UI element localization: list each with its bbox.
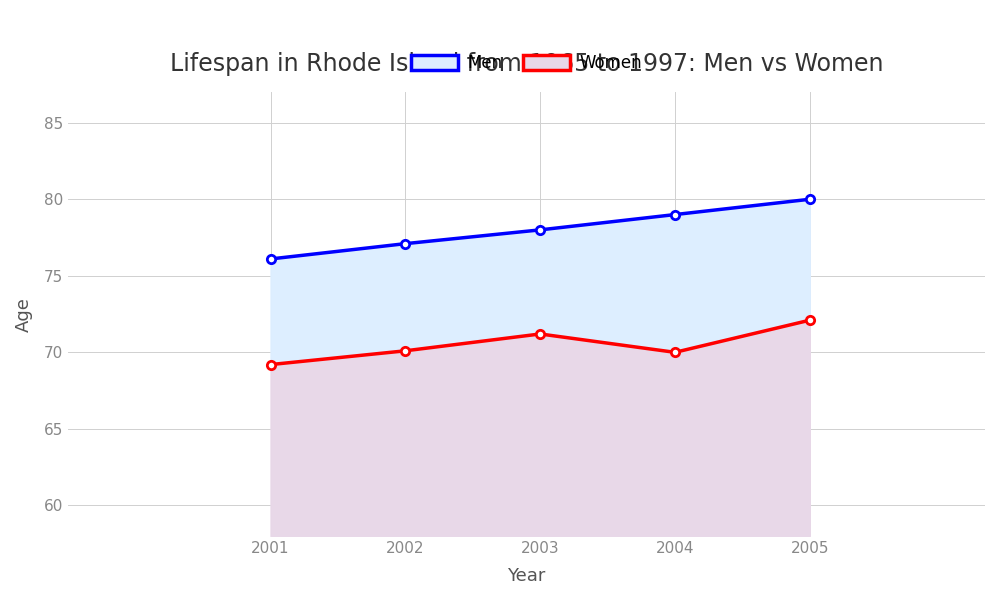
Y-axis label: Age: Age — [15, 296, 33, 332]
Title: Lifespan in Rhode Island from 1965 to 1997: Men vs Women: Lifespan in Rhode Island from 1965 to 19… — [170, 52, 883, 76]
Legend: Men, Women: Men, Women — [404, 47, 649, 79]
X-axis label: Year: Year — [507, 567, 546, 585]
